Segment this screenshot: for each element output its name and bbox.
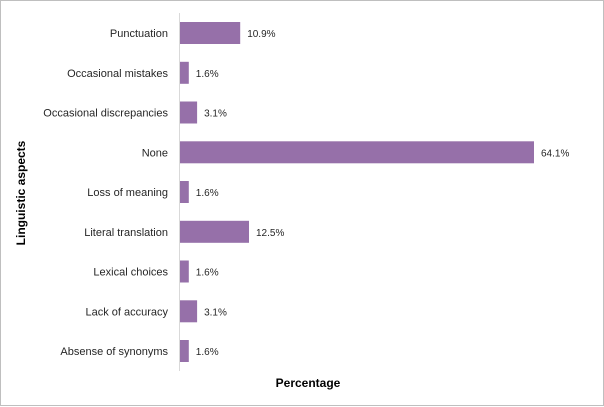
y-axis-title: Linguistic aspects [14,140,28,245]
value-label-4: 1.6% [196,188,219,199]
value-label-6: 1.6% [196,268,219,279]
bar-8 [180,340,189,362]
bar-0 [180,22,241,44]
bar-6 [180,260,189,283]
category-label-7: Lack of accuracy [85,306,168,318]
category-label-1: Occasional mistakes [67,68,168,80]
bar-5 [180,220,249,243]
bar-2 [180,101,198,124]
value-label-5: 12.5% [256,228,284,239]
bar-group [180,22,534,362]
x-axis-title: Percentage [276,376,341,390]
category-label-6: Lexical choices [93,267,168,279]
category-label-5: Literal translation [84,227,168,239]
bar-1 [180,61,189,84]
category-labels: Punctuation Occasional mistakes Occasional… [43,28,168,358]
value-label-7: 3.1% [204,307,227,318]
category-label-0: Punctuation [110,28,168,40]
value-label-1: 1.6% [196,69,219,80]
category-label-8: Absense of synonyms [60,346,168,358]
value-label-2: 3.1% [204,109,227,120]
category-label-3: None [142,147,168,159]
category-label-2: Occasional discrepancies [43,108,168,120]
bar-7 [180,300,198,323]
category-label-4: Loss of meaning [87,187,168,199]
bar-3 [180,141,534,164]
bar-4 [180,181,189,203]
value-labels: 10.9% 1.6% 3.1% 64.1% 1.6% 12.5% 1.6% 3.1% 1.6% [196,29,570,358]
value-label-8: 1.6% [196,347,219,358]
value-label-3: 64.1% [541,148,569,159]
value-label-0: 10.9% [247,29,275,40]
